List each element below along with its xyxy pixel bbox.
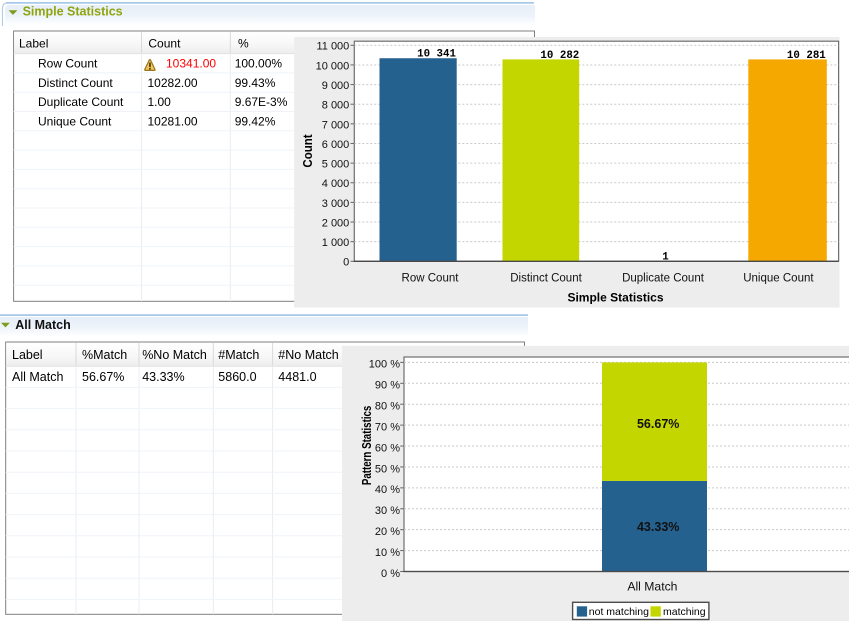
svg-text:43.33%: 43.33% — [142, 370, 184, 384]
svg-text:Simple Statistics: Simple Statistics — [23, 4, 123, 18]
svg-text:#Match: #Match — [218, 348, 259, 362]
svg-text:8 000: 8 000 — [322, 100, 350, 112]
svg-text:10 %: 10 % — [375, 547, 400, 559]
svg-text:1 000: 1 000 — [322, 237, 350, 249]
svg-text:2 000: 2 000 — [322, 217, 350, 229]
svg-text:4 000: 4 000 — [322, 178, 350, 190]
svg-text:4481.0: 4481.0 — [278, 370, 316, 384]
svg-text:99.43%: 99.43% — [235, 76, 276, 90]
svg-text:10 282: 10 282 — [540, 50, 579, 62]
svg-text:Label: Label — [12, 348, 43, 362]
svg-text:10341.00: 10341.00 — [166, 57, 216, 71]
svg-text:Duplicate Count: Duplicate Count — [38, 95, 124, 109]
svg-text:%Match: %Match — [82, 348, 127, 362]
svg-text:56.67%: 56.67% — [82, 370, 124, 384]
svg-text:10 000: 10 000 — [316, 60, 350, 72]
svg-text:99.42%: 99.42% — [235, 114, 276, 128]
svg-text:10 341: 10 341 — [417, 49, 456, 61]
svg-text:5 000: 5 000 — [322, 159, 350, 171]
svg-text:All Match: All Match — [12, 370, 63, 384]
svg-text:#No Match: #No Match — [278, 348, 338, 362]
svg-text:10 281: 10 281 — [787, 50, 826, 62]
svg-text:9.67E-3%: 9.67E-3% — [235, 95, 288, 109]
svg-text:matching: matching — [663, 606, 706, 618]
svg-text:%: % — [238, 36, 249, 50]
svg-text:All Match: All Match — [627, 579, 677, 593]
svg-text:Count: Count — [301, 134, 316, 167]
svg-text:Row Count: Row Count — [38, 57, 98, 71]
svg-text:100.00%: 100.00% — [235, 57, 283, 71]
svg-text:Pattern Statistics: Pattern Statistics — [361, 406, 374, 486]
svg-text:80 %: 80 % — [375, 401, 400, 413]
svg-text:0 %: 0 % — [381, 568, 400, 580]
svg-text:1: 1 — [662, 252, 669, 264]
svg-text:40 %: 40 % — [375, 484, 400, 496]
svg-text:Distinct Count: Distinct Count — [38, 76, 113, 90]
svg-text:3 000: 3 000 — [322, 198, 350, 210]
svg-text:5860.0: 5860.0 — [218, 370, 256, 384]
svg-text:60 %: 60 % — [375, 442, 400, 454]
svg-text:70 %: 70 % — [375, 421, 400, 433]
svg-text:10282.00: 10282.00 — [148, 76, 198, 90]
svg-text:56.67%: 56.67% — [637, 417, 679, 431]
svg-text:7 000: 7 000 — [322, 119, 350, 131]
svg-text:6 000: 6 000 — [322, 139, 350, 151]
svg-text:Unique Count: Unique Count — [38, 114, 112, 128]
svg-text:Row Count: Row Count — [402, 272, 460, 284]
svg-text:20 %: 20 % — [375, 526, 400, 538]
svg-text:not matching: not matching — [589, 606, 649, 618]
svg-text:9 000: 9 000 — [322, 80, 350, 92]
svg-text:%No Match: %No Match — [142, 348, 207, 362]
svg-text:1.00: 1.00 — [148, 95, 172, 109]
svg-text:30 %: 30 % — [375, 505, 400, 517]
svg-text:90 %: 90 % — [375, 380, 400, 392]
svg-text:Count: Count — [148, 36, 181, 50]
svg-text:All Match: All Match — [15, 318, 71, 332]
svg-text:50 %: 50 % — [375, 463, 400, 475]
svg-text:Duplicate Count: Duplicate Count — [622, 272, 705, 284]
svg-text:100 %: 100 % — [369, 359, 400, 371]
svg-text:Distinct Count: Distinct Count — [510, 272, 582, 284]
svg-text:0: 0 — [343, 257, 349, 269]
svg-text:43.33%: 43.33% — [637, 520, 679, 534]
svg-text:Label: Label — [19, 36, 48, 50]
svg-text:Simple Statistics: Simple Statistics — [567, 291, 663, 305]
svg-text:11 000: 11 000 — [316, 41, 349, 53]
svg-text:Unique Count: Unique Count — [743, 272, 814, 284]
svg-text:10281.00: 10281.00 — [148, 114, 198, 128]
